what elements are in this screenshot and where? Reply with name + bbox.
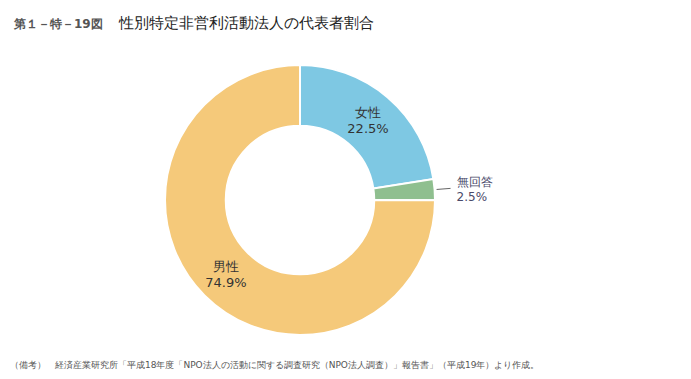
slice-label: 女性 <box>355 105 381 120</box>
data-label: 2.5% <box>457 190 488 204</box>
slice <box>373 179 435 200</box>
leader-line <box>437 188 451 189</box>
chart: 第１－特－19図 性別特定非営利活動法人の代表者割合女性22.5% 無回答2.5% 男… <box>0 0 691 379</box>
labels: 女性22.5% 無回答2.5% 男性74.9% <box>205 105 492 289</box>
slices <box>165 65 435 335</box>
slice <box>300 65 433 188</box>
slice-label: 男性 <box>213 259 239 274</box>
figure-label: 第１－特－19図 <box>13 17 103 31</box>
footnote: （備考） 経済産業研究所「平成18年度「NPO法人の活動に関する調査研究（NPO… <box>10 360 539 370</box>
title: 性別特定非営利活動法人の代表者割合 <box>118 14 374 32</box>
data-label: 74.9% <box>205 275 246 290</box>
slice-label: 無回答 <box>457 175 493 189</box>
slice <box>165 65 435 335</box>
data-label: 22.5% <box>347 121 388 136</box>
